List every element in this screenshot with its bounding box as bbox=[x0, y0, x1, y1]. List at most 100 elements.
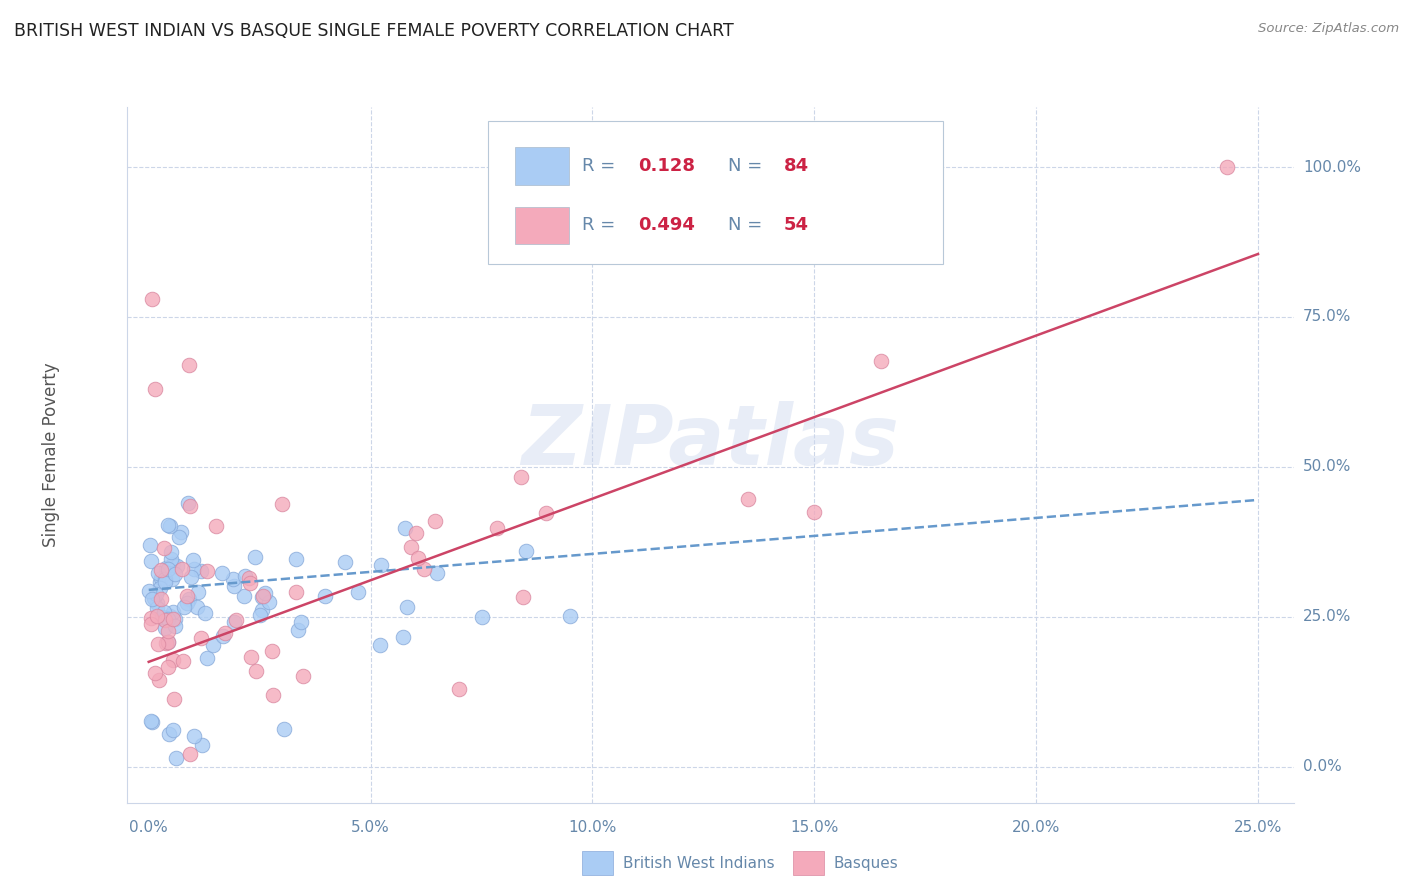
Point bbox=[333, 555, 356, 569]
Point bbox=[176, 596, 198, 610]
Text: 10.0%: 10.0% bbox=[568, 821, 617, 835]
Point bbox=[170, 525, 193, 540]
Text: 0.0%: 0.0% bbox=[129, 821, 169, 835]
Text: 15.0%: 15.0% bbox=[790, 821, 838, 835]
Point bbox=[138, 538, 160, 552]
Point bbox=[162, 723, 184, 737]
Point bbox=[141, 714, 163, 728]
Point bbox=[449, 681, 471, 696]
Point bbox=[146, 566, 169, 581]
Text: R =: R = bbox=[582, 217, 620, 235]
Text: 100.0%: 100.0% bbox=[1303, 160, 1361, 175]
Point bbox=[170, 562, 193, 576]
Point bbox=[222, 615, 245, 629]
Point bbox=[149, 574, 172, 589]
Point bbox=[149, 582, 172, 596]
Point bbox=[262, 644, 284, 658]
Text: 0.0%: 0.0% bbox=[1303, 759, 1341, 774]
Point bbox=[179, 500, 201, 514]
Text: ZIPatlas: ZIPatlas bbox=[522, 401, 898, 482]
Point bbox=[510, 470, 533, 484]
Point bbox=[205, 518, 228, 533]
Point bbox=[141, 591, 163, 606]
Point bbox=[287, 624, 309, 638]
Point bbox=[153, 541, 176, 555]
Point bbox=[146, 596, 169, 610]
Point bbox=[187, 585, 209, 599]
Point bbox=[176, 590, 198, 604]
Text: 75.0%: 75.0% bbox=[1303, 310, 1351, 325]
Point bbox=[166, 559, 188, 574]
Point bbox=[515, 544, 537, 558]
Point bbox=[146, 601, 169, 615]
Point bbox=[290, 615, 312, 629]
Point bbox=[426, 566, 449, 580]
Point bbox=[391, 631, 413, 645]
Point bbox=[146, 608, 169, 623]
Point bbox=[183, 729, 205, 743]
Point bbox=[163, 612, 186, 626]
Point bbox=[259, 595, 281, 609]
Point bbox=[190, 564, 212, 578]
Point bbox=[142, 591, 165, 606]
Point bbox=[160, 572, 183, 586]
Point bbox=[155, 621, 177, 635]
Point bbox=[405, 526, 427, 541]
Point bbox=[314, 589, 336, 603]
Text: 20.0%: 20.0% bbox=[1012, 821, 1060, 835]
Point bbox=[150, 609, 173, 624]
Point bbox=[165, 566, 187, 581]
Point bbox=[157, 634, 180, 648]
Point bbox=[156, 635, 179, 649]
Point bbox=[141, 611, 163, 625]
Point bbox=[222, 572, 245, 586]
Text: N =: N = bbox=[727, 217, 768, 235]
Point bbox=[173, 599, 195, 614]
Point bbox=[273, 723, 295, 737]
Point bbox=[141, 715, 163, 730]
Point bbox=[239, 576, 262, 591]
Point bbox=[191, 738, 214, 752]
Point bbox=[240, 650, 263, 665]
Point bbox=[285, 585, 308, 599]
Point bbox=[370, 558, 392, 572]
Point bbox=[153, 613, 176, 627]
Text: Source: ZipAtlas.com: Source: ZipAtlas.com bbox=[1258, 22, 1399, 36]
Point bbox=[412, 562, 434, 576]
Text: 25.0%: 25.0% bbox=[1234, 821, 1282, 835]
Point bbox=[262, 688, 284, 702]
Point bbox=[512, 591, 534, 605]
Point bbox=[737, 491, 759, 506]
Point bbox=[145, 587, 167, 601]
Point bbox=[162, 558, 184, 572]
Point bbox=[292, 669, 315, 683]
Point bbox=[249, 607, 271, 622]
Point bbox=[155, 561, 177, 575]
Point bbox=[139, 616, 162, 631]
Point bbox=[212, 629, 235, 643]
Point bbox=[143, 382, 166, 396]
Point bbox=[211, 566, 233, 580]
Point bbox=[803, 505, 825, 519]
Point bbox=[157, 518, 180, 533]
Point bbox=[225, 613, 247, 627]
Point bbox=[162, 612, 184, 626]
Point bbox=[399, 540, 422, 554]
Point bbox=[346, 585, 368, 599]
Point bbox=[177, 591, 200, 606]
Point bbox=[406, 550, 429, 565]
Point bbox=[396, 600, 419, 615]
Text: N =: N = bbox=[727, 157, 768, 175]
Point bbox=[153, 605, 176, 619]
Point bbox=[870, 354, 893, 368]
Point bbox=[1216, 160, 1239, 174]
Point bbox=[157, 660, 180, 674]
Point bbox=[195, 565, 218, 579]
Point bbox=[179, 747, 201, 761]
Point bbox=[232, 590, 254, 604]
Point bbox=[394, 521, 416, 535]
Point bbox=[143, 665, 166, 680]
Point bbox=[250, 603, 273, 617]
Text: 84: 84 bbox=[783, 157, 808, 175]
FancyBboxPatch shape bbox=[515, 207, 569, 244]
